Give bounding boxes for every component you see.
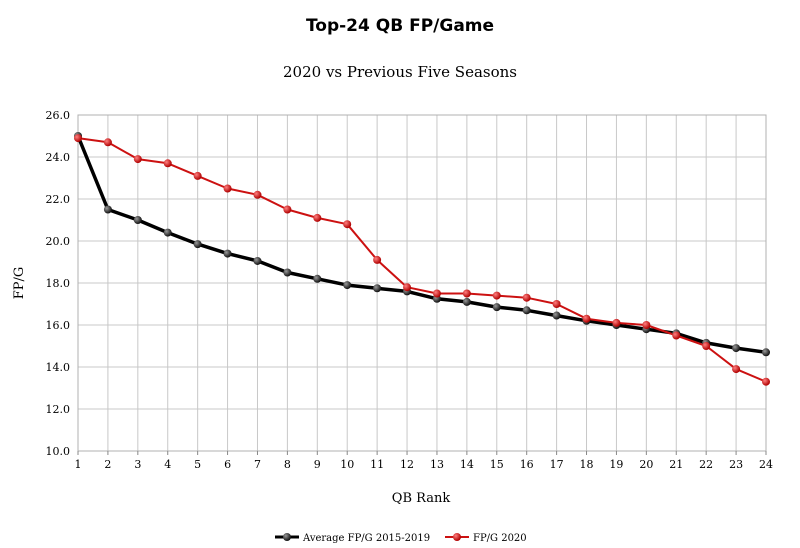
x-tick-label: 22	[699, 458, 713, 471]
data-point-fpg-2020	[283, 205, 292, 214]
x-tick-label: 7	[254, 458, 261, 471]
data-point-average	[762, 348, 770, 357]
data-point-fpg-2020	[582, 314, 591, 323]
x-tick-label: 11	[370, 458, 384, 471]
data-point-average	[522, 306, 531, 315]
legend-marker-average	[283, 533, 291, 541]
x-tick-label: 13	[430, 458, 444, 471]
x-tick-label: 23	[729, 458, 743, 471]
x-tick-label: 4	[164, 458, 171, 471]
y-tick-label: 16.0	[46, 319, 71, 332]
data-point-fpg-2020	[403, 283, 412, 292]
legend-marker-fpg-2020	[453, 533, 461, 541]
x-tick-label: 5	[194, 458, 201, 471]
x-axis-title: QB Rank	[392, 491, 451, 506]
x-tick-label: 2	[104, 458, 111, 471]
data-point-fpg-2020	[74, 134, 82, 143]
plot-frame	[77, 114, 767, 452]
data-point-fpg-2020	[253, 190, 262, 199]
x-tick-label: 6	[224, 458, 231, 471]
data-point-fpg-2020	[133, 155, 142, 164]
data-point-fpg-2020	[313, 213, 322, 222]
x-tick-label: 19	[609, 458, 623, 471]
y-tick-label: 12.0	[46, 403, 71, 416]
series-line-average	[76, 135, 767, 355]
data-point-fpg-2020	[732, 365, 741, 374]
data-point-average	[732, 344, 741, 353]
data-point-average	[462, 297, 471, 306]
y-tick-label: 14.0	[46, 361, 71, 374]
x-tick-label: 12	[400, 458, 414, 471]
y-tick-label: 22.0	[46, 193, 71, 206]
x-tick-label: 15	[490, 458, 504, 471]
data-point-average	[552, 311, 561, 320]
data-point-fpg-2020	[672, 331, 681, 340]
data-point-fpg-2020	[193, 171, 202, 180]
data-point-average	[193, 240, 202, 249]
legend-label-average: Average FP/G 2015-2019	[302, 533, 430, 544]
data-point-fpg-2020	[612, 318, 621, 327]
y-axis-title: FP/G	[12, 267, 27, 300]
x-tick-label: 9	[314, 458, 321, 471]
x-tick-label: 24	[759, 458, 773, 471]
y-tick-label: 20.0	[46, 235, 71, 248]
y-tick-label: 24.0	[46, 151, 71, 164]
data-point-average	[343, 281, 352, 290]
x-tick-label: 3	[134, 458, 141, 471]
data-point-fpg-2020	[343, 220, 352, 229]
data-point-fpg-2020	[373, 255, 382, 264]
data-point-fpg-2020	[462, 289, 471, 298]
data-point-average	[313, 274, 322, 283]
legend: Average FP/G 2015-2019 FP/G 2020	[275, 533, 527, 544]
x-tick-label: 1	[75, 458, 82, 471]
data-point-average	[373, 284, 382, 293]
data-point-fpg-2020	[492, 291, 501, 300]
data-point-average	[223, 249, 232, 258]
data-point-average	[253, 256, 262, 265]
data-point-average	[133, 216, 142, 224]
data-point-fpg-2020	[522, 293, 531, 302]
data-point-fpg-2020	[223, 184, 232, 193]
y-tick-label: 26.0	[46, 109, 71, 122]
chart-subtitle: 2020 vs Previous Five Seasons	[283, 63, 517, 81]
x-tick-label: 16	[520, 458, 534, 471]
series-line-fpg-2020	[77, 137, 767, 383]
legend-label-fpg-2020: FP/G 2020	[473, 533, 527, 544]
chart-title: Top-24 QB FP/Game	[305, 16, 495, 36]
y-tick-label: 10.0	[46, 445, 71, 458]
x-tick-label: 21	[669, 458, 683, 471]
x-tick-label: 14	[460, 458, 474, 471]
x-tick-label: 8	[284, 458, 291, 471]
x-tick-label: 10	[340, 458, 354, 471]
data-point-average	[163, 228, 172, 237]
data-point-fpg-2020	[432, 289, 441, 298]
data-point-average	[492, 303, 501, 312]
data-point-fpg-2020	[702, 342, 711, 350]
data-point-average	[283, 268, 292, 277]
y-tick-label: 18.0	[46, 277, 71, 290]
data-point-fpg-2020	[552, 300, 561, 308]
x-tick-label: 17	[550, 458, 564, 471]
x-tick-label: 18	[580, 458, 594, 471]
data-point-fpg-2020	[163, 159, 172, 168]
x-tick-label: 20	[639, 458, 653, 471]
data-point-fpg-2020	[642, 321, 651, 329]
data-point-fpg-2020	[762, 377, 770, 386]
data-point-average	[103, 205, 112, 214]
data-point-fpg-2020	[103, 138, 112, 147]
